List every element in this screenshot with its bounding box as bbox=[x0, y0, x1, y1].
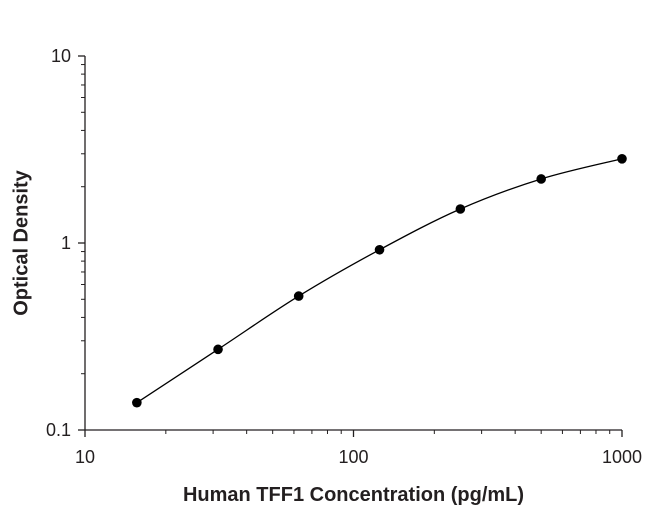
data-point bbox=[374, 244, 385, 255]
x-tick-label: 10 bbox=[75, 447, 95, 467]
minor-ticks bbox=[81, 64, 611, 434]
x-axis-title: Human TFF1 Concentration (pg/mL) bbox=[183, 484, 524, 506]
axes bbox=[84, 56, 622, 431]
major-ticks bbox=[78, 55, 623, 437]
y-tick-label: 10 bbox=[51, 46, 71, 66]
data-point bbox=[455, 204, 466, 214]
data-point bbox=[293, 291, 304, 301]
y-axis-title: Optical Density bbox=[10, 169, 32, 315]
data-point bbox=[132, 397, 142, 408]
y-tick-label: 0.1 bbox=[46, 420, 71, 440]
tick-labels: 10 100 1000 0.1 1 10 bbox=[46, 46, 642, 467]
data-point bbox=[617, 154, 627, 164]
y-tick-label: 1 bbox=[61, 233, 71, 253]
x-tick-label: 1000 bbox=[602, 447, 642, 467]
data-points bbox=[132, 154, 627, 408]
data-point bbox=[536, 174, 546, 184]
fit-curve bbox=[136, 158, 623, 404]
data-point bbox=[213, 344, 223, 355]
x-tick-label: 100 bbox=[338, 447, 368, 467]
